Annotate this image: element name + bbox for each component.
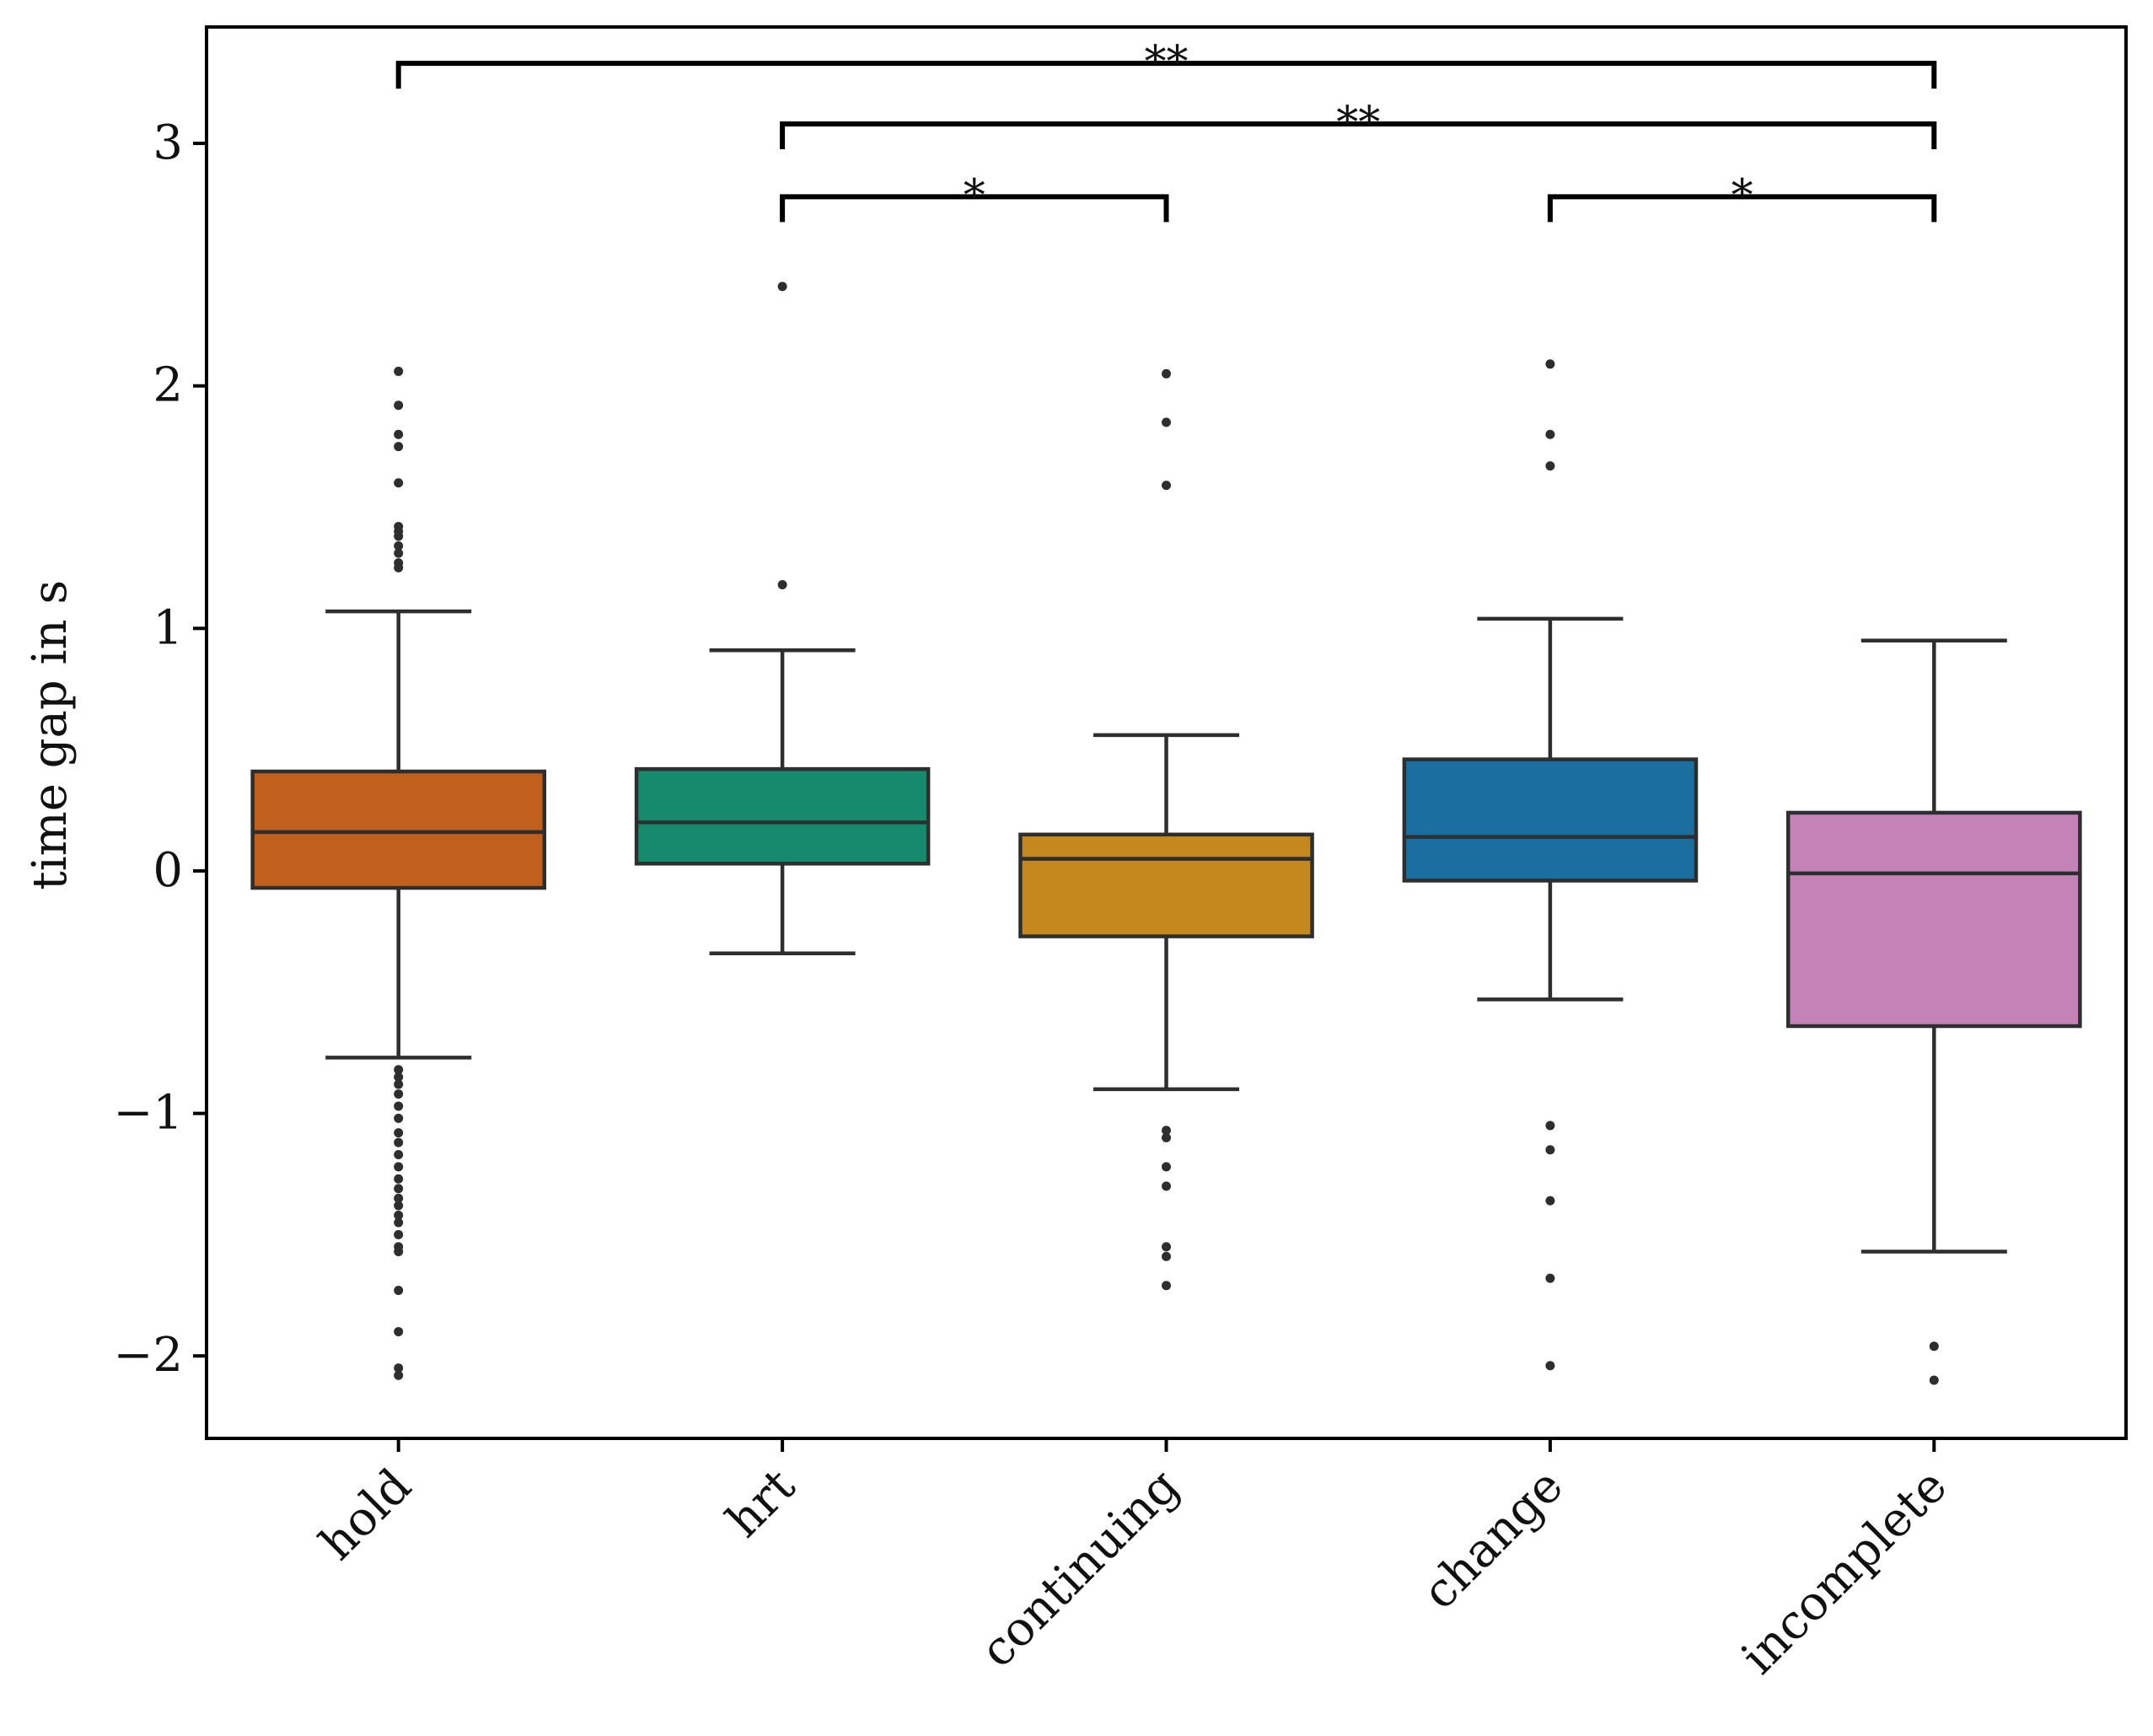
outlier-point: [394, 1370, 404, 1380]
box-hold: [250, 609, 547, 1060]
outlier-point: [1545, 1196, 1555, 1206]
outlier-point: [394, 1065, 404, 1075]
outlier-point: [394, 1174, 404, 1184]
x-axis-ticks: hold hrt continuing change incomplete: [309, 1438, 1957, 1685]
outlier-point: [1162, 368, 1171, 379]
outlier-point: [1162, 1126, 1171, 1136]
outlier-point: [394, 1089, 404, 1099]
bracket-line: [780, 194, 1169, 223]
outlier-point: [1162, 417, 1171, 427]
y-tick-label: 2: [153, 358, 183, 413]
x-tick-label: incomplete: [1732, 1459, 1957, 1685]
outlier-point: [1162, 1251, 1171, 1261]
outlier-point: [394, 1072, 404, 1082]
significance-label: *: [1732, 170, 1753, 221]
significance-bracket: *: [1547, 170, 1937, 223]
boxes: [250, 609, 2082, 1254]
box-body: [634, 766, 931, 866]
outlier-point: [1929, 1375, 1939, 1385]
outlier-point: [394, 1162, 404, 1172]
bracket-line: [780, 121, 1937, 150]
bracket-line: [1547, 194, 1937, 223]
outlier-point: [394, 1128, 404, 1138]
x-tick-label: hold: [309, 1459, 421, 1571]
x-tick-label: continuing: [970, 1459, 1190, 1679]
outlier-point: [394, 1326, 404, 1336]
y-tick-label: 1: [153, 600, 183, 655]
outlier-point: [394, 548, 404, 558]
outlier-point: [1162, 1281, 1171, 1291]
outlier-point: [394, 1286, 404, 1296]
x-tick-label: change: [1412, 1459, 1574, 1620]
box-hrt: [634, 648, 931, 955]
outlier-point: [394, 1201, 404, 1211]
outlier-point: [394, 1247, 404, 1257]
outlier-point: [1929, 1341, 1939, 1352]
significance-label: **: [1145, 37, 1189, 88]
significance-bracket: **: [780, 98, 1937, 150]
significance-bracket: **: [395, 37, 1937, 89]
outlier-point: [1162, 1132, 1171, 1142]
box-body: [250, 769, 547, 890]
outlier-point: [777, 580, 787, 590]
outlier-point: [394, 1229, 404, 1239]
y-tick-label: 0: [153, 843, 183, 898]
outlier-point: [1162, 1242, 1171, 1252]
outlier-point: [1545, 429, 1555, 439]
box-change: [1402, 616, 1699, 1002]
box-body: [1402, 757, 1699, 883]
y-tick-label: −1: [113, 1086, 183, 1141]
outlier-point: [394, 442, 404, 452]
box-body: [1018, 832, 1314, 938]
y-axis-ticks: −2 −1 0 1 2 3: [113, 116, 207, 1383]
y-tick-label: 3: [153, 116, 183, 170]
outlier-point: [394, 531, 404, 541]
box-incomplete: [1785, 638, 2082, 1254]
outlier-point: [394, 1217, 404, 1228]
outlier-point: [394, 562, 404, 572]
significance-label: **: [1336, 98, 1380, 148]
outlier-point: [777, 282, 787, 292]
outlier-point: [1545, 461, 1555, 471]
outlier-point: [394, 1149, 404, 1159]
significance-bracket: *: [780, 170, 1169, 223]
outlier-point: [1162, 481, 1171, 491]
outlier-point: [394, 400, 404, 411]
outlier-point: [394, 429, 404, 439]
outlier-point: [394, 541, 404, 551]
outlier-point: [394, 1210, 404, 1220]
y-tick-label: −2: [113, 1328, 183, 1383]
outlier-point: [1545, 1121, 1555, 1131]
outlier-point: [1545, 1273, 1555, 1283]
outlier-point: [394, 1101, 404, 1111]
outlier-point: [394, 1137, 404, 1147]
outlier-point: [394, 1184, 404, 1194]
outlier-point: [1545, 359, 1555, 369]
outlier-point: [1545, 1361, 1555, 1371]
x-tick-label: hrt: [717, 1459, 807, 1549]
significance-label: *: [964, 170, 985, 221]
outlier-point: [1545, 1145, 1555, 1155]
y-axis-label: time gap in s: [23, 580, 78, 890]
outlier-point: [394, 1363, 404, 1373]
outlier-point: [1162, 1181, 1171, 1191]
bracket-line: [395, 61, 1937, 89]
outlier-point: [394, 478, 404, 488]
outliers: [394, 282, 1939, 1385]
outlier-point: [394, 1113, 404, 1123]
significance-brackets: ***** *: [395, 37, 1937, 223]
box-body: [1785, 810, 2082, 1029]
plot-frame: [205, 25, 2128, 1440]
outlier-point: [394, 1193, 404, 1203]
box-continuing: [1018, 733, 1314, 1092]
outlier-point: [394, 1079, 404, 1089]
outlier-point: [1162, 1162, 1171, 1172]
outlier-point: [394, 366, 404, 376]
